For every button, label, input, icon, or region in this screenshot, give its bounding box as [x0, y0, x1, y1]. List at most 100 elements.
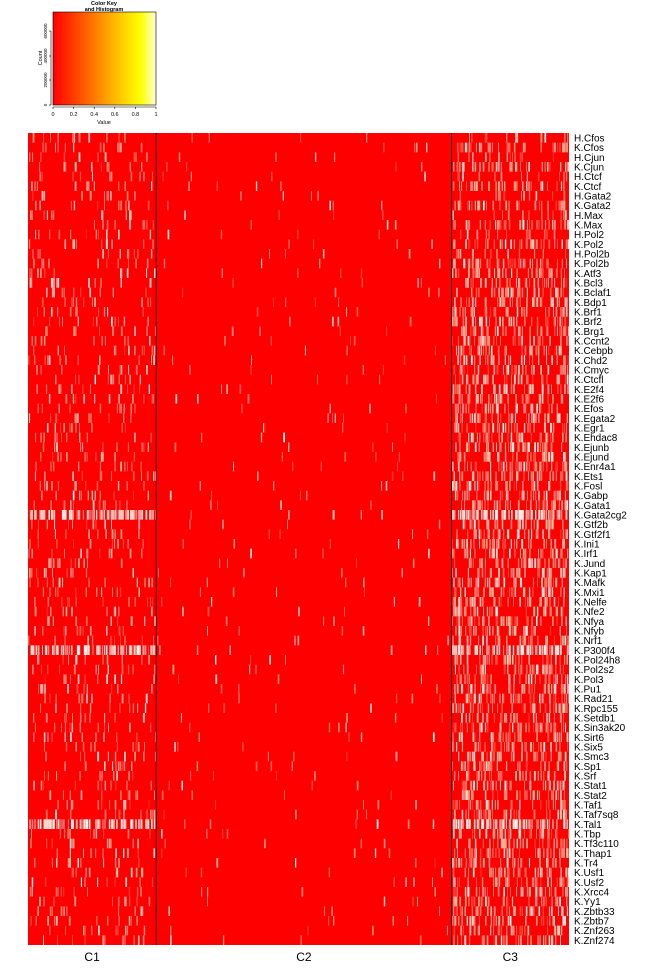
heatmap-cell [226, 384, 227, 394]
heatmap-cell [38, 519, 39, 530]
heatmap-cell [480, 384, 483, 394]
heatmap-cell [496, 500, 499, 510]
heatmap-cell [509, 471, 511, 481]
heatmap-cell [554, 142, 556, 153]
heatmap-cell [48, 819, 51, 829]
heatmap-cell [458, 403, 459, 414]
heatmap-cell [560, 394, 563, 404]
heatmap-cell [288, 239, 290, 249]
heatmap-cell [495, 162, 498, 172]
heatmap-cell [472, 703, 474, 713]
heatmap-cell [138, 587, 140, 597]
heatmap-cell [456, 858, 457, 868]
column-group-labels: C1 C2 C3 [84, 950, 518, 964]
heatmap-cell [426, 142, 428, 153]
heatmap-cell [519, 838, 522, 849]
heatmap-cell [554, 490, 556, 501]
heatmap-cell [477, 365, 479, 375]
heatmap-cell [534, 200, 537, 211]
heatmap-cell [477, 771, 479, 781]
heatmap-cell [64, 345, 65, 356]
heatmap-cell [417, 896, 418, 907]
heatmap-cell [127, 829, 130, 839]
heatmap-cell [34, 510, 36, 520]
heatmap-cell [45, 384, 48, 394]
heatmap-cell [533, 751, 535, 762]
heatmap-cell [467, 577, 470, 588]
heatmap-cell [57, 345, 59, 356]
heatmap-cell [37, 307, 38, 317]
heatmap-cell [544, 761, 546, 771]
heatmap-cell [418, 597, 421, 607]
heatmap-cell [106, 191, 108, 201]
heatmap-cell [514, 587, 516, 597]
heatmap-cell [565, 558, 567, 568]
heatmap-cell [140, 887, 142, 897]
heatmap-cell [102, 442, 104, 452]
heatmap-cell [47, 597, 50, 607]
heatmap-cell [452, 220, 455, 230]
heatmap-cell [502, 326, 504, 336]
heatmap-cell [142, 713, 145, 723]
heatmap-cell [548, 732, 550, 742]
heatmap-cell [90, 742, 92, 752]
heatmap-cell [55, 809, 57, 820]
heatmap-cell [506, 133, 508, 143]
heatmap-cell [376, 819, 379, 829]
heatmap-cell [129, 645, 131, 655]
heatmap-cell [136, 896, 138, 907]
heatmap-cell [479, 500, 481, 510]
heatmap-cell [558, 558, 561, 568]
heatmap-cell [468, 751, 470, 762]
heatmap-cell [500, 713, 502, 723]
heatmap-cell [464, 896, 467, 907]
heatmap-cell [108, 162, 110, 172]
heatmap-cell [471, 316, 474, 327]
heatmap-cell [531, 239, 534, 249]
heatmap-cell [474, 500, 476, 510]
heatmap-cell [529, 345, 531, 356]
heatmap-cell [84, 819, 86, 829]
heatmap-cell [494, 597, 496, 607]
heatmap-cell [35, 722, 36, 733]
heatmap-cell [476, 645, 478, 655]
heatmap-cell [512, 287, 514, 298]
heatmap-cell [169, 490, 172, 501]
heatmap-cell [124, 461, 126, 472]
heatmap-cell [531, 510, 533, 520]
heatmap-cell [552, 500, 555, 510]
heatmap-cell [238, 693, 240, 704]
heatmap-cell [504, 838, 507, 849]
heatmap-cell [393, 597, 395, 607]
heatmap-cell [543, 606, 545, 617]
heatmap-cell [525, 906, 527, 916]
heatmap-cell [565, 761, 568, 771]
heatmap-cell [140, 142, 143, 153]
heatmap-cell [518, 249, 521, 259]
heatmap-cell [141, 635, 144, 646]
heatmap-cell [116, 819, 118, 829]
heatmap-cell [106, 220, 109, 230]
heatmap-cell [59, 829, 61, 839]
heatmap-cell [473, 355, 476, 365]
heatmap-cell [559, 316, 561, 327]
heatmap-cell [467, 819, 469, 829]
heatmap-cell [457, 423, 460, 433]
heatmap-cell [70, 568, 72, 578]
heatmap-cell [556, 616, 558, 626]
heatmap-cell [455, 693, 456, 704]
heatmap-cell [560, 732, 562, 742]
heatmap-cell [70, 819, 73, 829]
heatmap-cell [480, 809, 482, 820]
heatmap-cell [385, 481, 388, 491]
heatmap-cell [538, 490, 540, 501]
heatmap-cell [509, 674, 511, 684]
heatmap-cell [516, 452, 518, 462]
heatmap-cell [132, 568, 134, 578]
heatmap-cell [541, 568, 544, 578]
heatmap-cell [484, 577, 487, 588]
heatmap-cell [506, 655, 508, 665]
heatmap-cell [537, 935, 539, 945]
heatmap-cell [529, 278, 530, 288]
heatmap-cell [89, 510, 91, 520]
